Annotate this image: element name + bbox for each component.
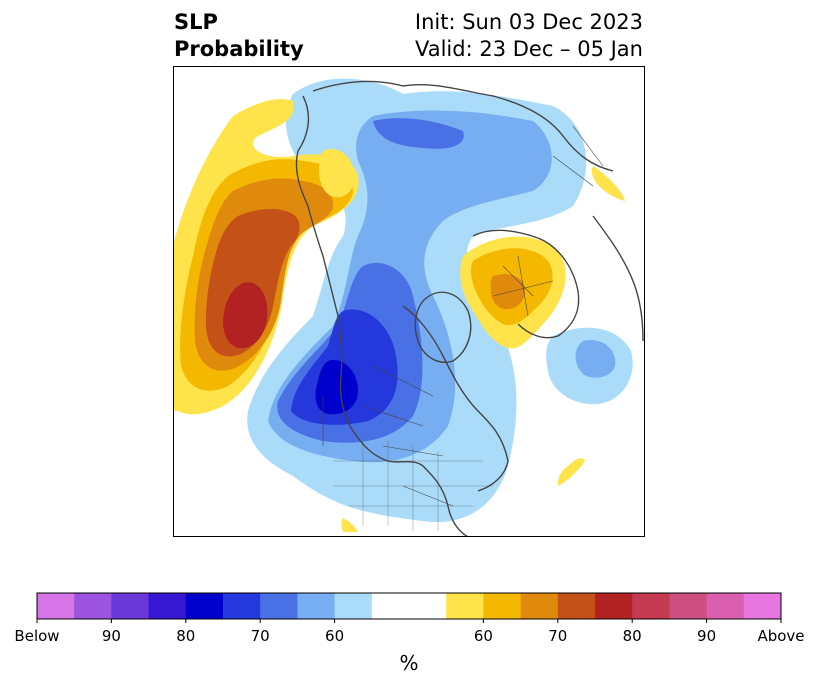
valid-date-range: Valid: 23 Dec – 05 Jan bbox=[414, 37, 643, 61]
title-line-2: Probability bbox=[174, 37, 304, 61]
colorbar-swatch bbox=[148, 593, 187, 619]
map-title: SLP Probability bbox=[174, 9, 304, 63]
colorbar: Below 90 80 70 60 60 70 80 90 Above % bbox=[14, 592, 805, 675]
contour-below-70-east bbox=[575, 340, 616, 378]
colorbar-ticks: Below 90 80 70 60 60 70 80 90 Above bbox=[14, 619, 805, 645]
above-normal-region bbox=[173, 99, 625, 532]
coastlines bbox=[295, 80, 644, 537]
coastline-north-america bbox=[295, 95, 469, 537]
contour-above-60-south bbox=[341, 518, 358, 532]
colorbar-swatch bbox=[446, 593, 484, 619]
colorbar-tick-label: 80 bbox=[176, 627, 195, 645]
colorbar-tick-label: 60 bbox=[325, 627, 344, 645]
colorbar-swatch bbox=[223, 593, 261, 619]
map-dates: Init: Sun 03 Dec 2023 Valid: 23 Dec – 05… bbox=[415, 9, 643, 63]
grid-lines bbox=[333, 441, 493, 531]
colorbar-tick-label: 90 bbox=[102, 627, 121, 645]
colorbar-unit: % bbox=[399, 651, 418, 675]
coastline-africa bbox=[592, 215, 644, 342]
coastline-eurasia-north bbox=[312, 80, 614, 172]
contour-above-60-canada bbox=[318, 148, 355, 198]
coastline-north-america-east bbox=[402, 305, 509, 492]
map-frame bbox=[173, 66, 645, 537]
colorbar-swatch bbox=[743, 593, 782, 619]
contour-above-70-europe bbox=[490, 274, 526, 310]
colorbar-tick-label: 70 bbox=[548, 627, 567, 645]
coastline-europe bbox=[472, 229, 580, 339]
colorbar-swatch bbox=[483, 593, 522, 619]
colorbar-swatch bbox=[371, 593, 410, 619]
colorbar-swatch bbox=[74, 593, 112, 619]
probability-map bbox=[173, 66, 645, 537]
contour-above-80 bbox=[223, 282, 268, 349]
contour-below-85 bbox=[315, 360, 358, 415]
title-line-1: SLP bbox=[174, 10, 218, 34]
colorbar-swatch bbox=[111, 593, 150, 619]
colorbar-tick-label: 80 bbox=[623, 627, 642, 645]
colorbar-swatch bbox=[37, 593, 75, 619]
colorbar-tick-label: 90 bbox=[697, 627, 716, 645]
contour-below-75-north bbox=[373, 118, 464, 149]
colorbar-swatch bbox=[260, 593, 298, 619]
colorbar-swatch bbox=[185, 593, 224, 619]
colorbar-swatch bbox=[669, 593, 708, 619]
colorbar-swatch bbox=[595, 593, 633, 619]
colorbar-swatches bbox=[37, 593, 782, 619]
colorbar-tick-label: Above bbox=[757, 627, 804, 645]
contour-above-60-atlantic bbox=[557, 458, 585, 486]
colorbar-swatch bbox=[297, 593, 336, 619]
colorbar-tick-label: 60 bbox=[474, 627, 493, 645]
colorbar-swatch bbox=[409, 593, 447, 619]
colorbar-tick-label: 70 bbox=[251, 627, 270, 645]
below-normal-region bbox=[247, 78, 633, 523]
colorbar-frame bbox=[36, 592, 782, 620]
colorbar-swatch bbox=[706, 593, 745, 619]
colorbar-tick-label: Below bbox=[14, 627, 59, 645]
colorbar-swatch bbox=[520, 593, 559, 619]
colorbar-swatch bbox=[557, 593, 596, 619]
colorbar-swatch bbox=[632, 593, 670, 619]
init-date: Init: Sun 03 Dec 2023 bbox=[414, 10, 643, 34]
contour-above-60-ne bbox=[591, 166, 625, 201]
colorbar-swatch bbox=[334, 593, 373, 619]
coastline-greenland bbox=[414, 291, 472, 363]
